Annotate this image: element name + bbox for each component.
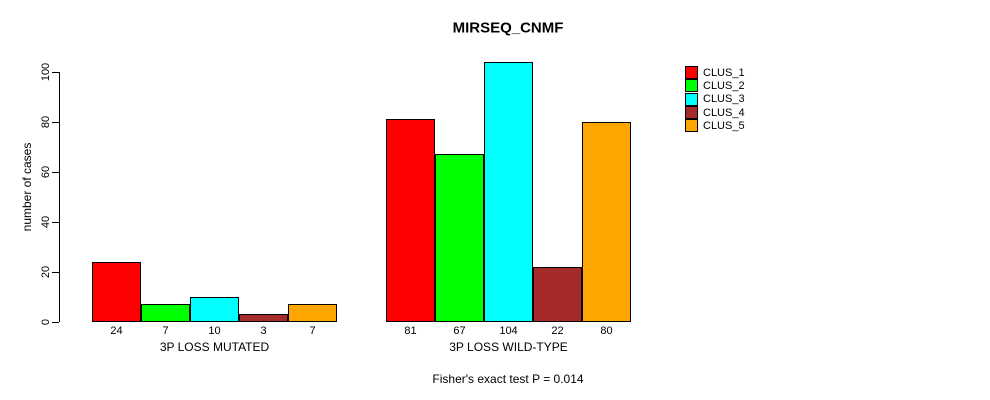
bar-value-label: 81 [404,325,417,337]
bar-value-label: 80 [600,325,613,337]
y-tick-label: 100 [40,62,52,82]
bar-value-label: 10 [208,325,221,337]
legend-label: CLUS_1 [703,66,745,79]
bar-clus_3 [484,62,533,322]
bar-clus_1 [92,262,141,322]
y-axis-label: number of cases [20,142,34,232]
legend: CLUS_1 CLUS_2 CLUS_3 CLUS_4 CLUS_5 [685,66,745,133]
legend-item: CLUS_4 [685,106,745,120]
bar-clus_4 [533,267,582,322]
group-label: 3P LOSS WILD-TYPE [449,340,568,354]
group-label: 3P LOSS MUTATED [159,340,270,354]
bar-value-label: 67 [453,325,466,337]
legend-label: CLUS_5 [703,119,745,132]
y-tick-mark [52,271,59,273]
legend-item: CLUS_3 [685,92,745,106]
legend-label: CLUS_3 [703,93,745,106]
legend-swatch-clus_3 [685,92,698,106]
bar-clus_5 [288,304,337,322]
y-axis-line [59,72,60,322]
y-tick-mark [52,121,59,123]
bar-clus_2 [141,304,190,322]
y-tick-label: 40 [40,215,52,229]
y-tick-mark [52,321,59,323]
y-tick-mark [52,221,59,223]
y-tick-label: 0 [40,318,52,326]
legend-swatch-clus_1 [685,66,698,80]
y-tick-label: 20 [40,265,52,279]
bar-value-label: 7 [309,325,316,337]
bar-clus_2 [435,154,484,322]
legend-item: CLUS_1 [685,66,745,80]
bar-clus_4 [239,314,288,322]
bar-value-label: 104 [499,325,518,337]
y-tick-label: 60 [40,165,52,179]
legend-item: CLUS_2 [685,79,745,93]
legend-swatch-clus_2 [685,79,698,93]
bar-clus_1 [386,119,435,322]
bar-value-label: 7 [162,325,169,337]
bar-value-label: 22 [551,325,564,337]
annotation-text: Fisher's exact test P = 0.014 [432,372,584,386]
legend-item: CLUS_5 [685,119,745,133]
y-tick-mark [52,171,59,173]
legend-label: CLUS_4 [703,106,745,119]
bar-value-label: 3 [260,325,267,337]
bar-clus_5 [582,122,631,322]
bar-clus_3 [190,297,239,322]
y-tick-mark [52,71,59,73]
legend-swatch-clus_5 [685,119,698,133]
legend-label: CLUS_2 [703,79,745,92]
legend-swatch-clus_4 [685,106,698,120]
chart-title: MIRSEQ_CNMF [452,19,564,37]
bar-value-label: 24 [110,325,123,337]
y-tick-label: 80 [40,115,52,129]
